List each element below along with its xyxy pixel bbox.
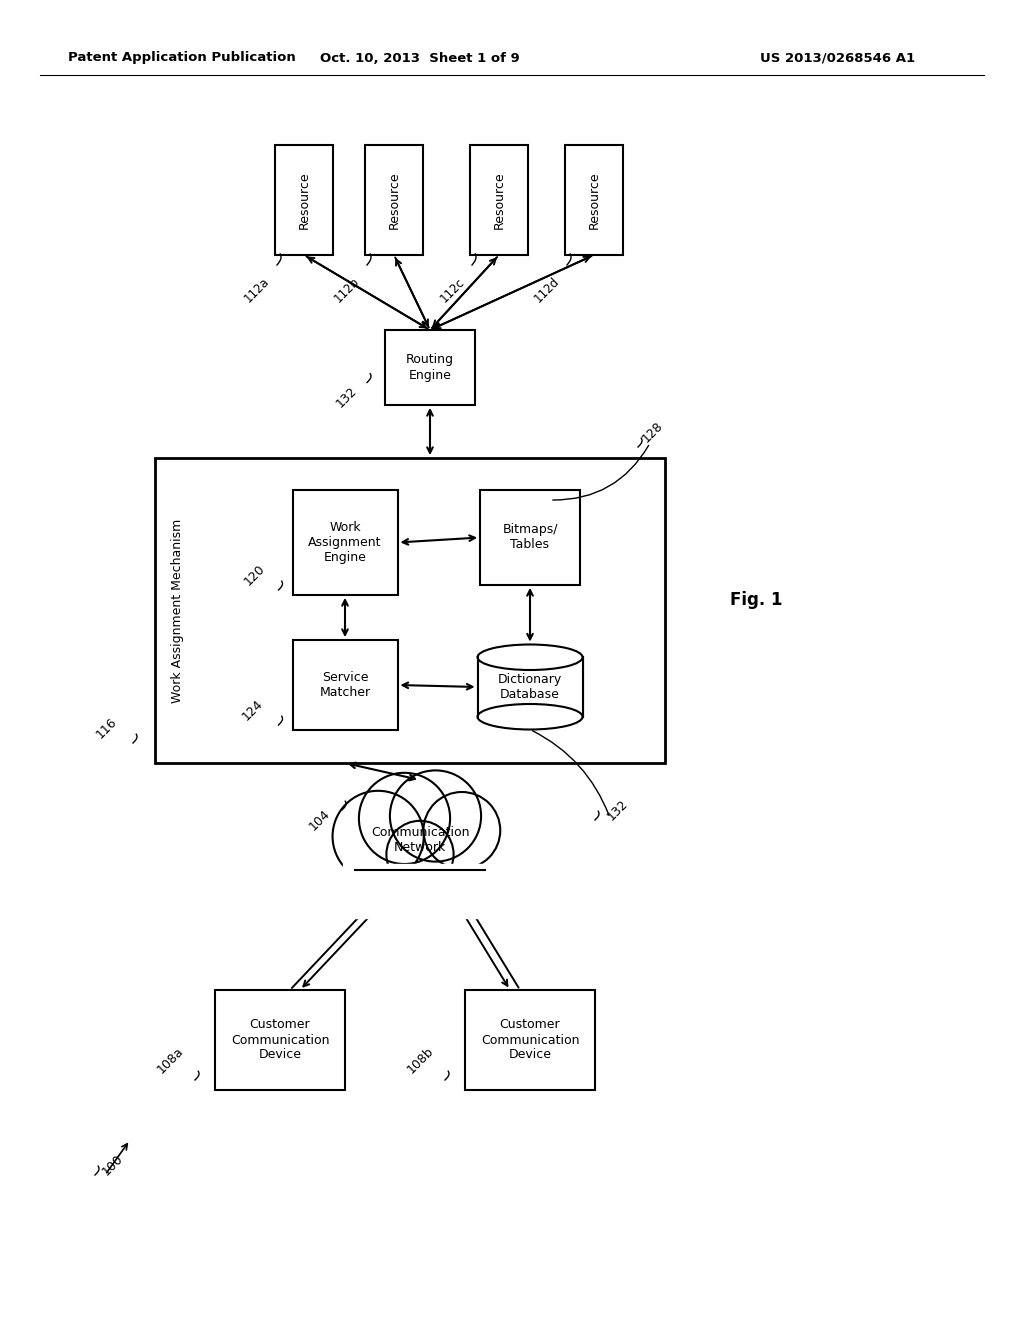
Circle shape [358, 772, 451, 865]
Bar [342, 865, 498, 917]
Text: 132: 132 [605, 797, 631, 822]
Bar [470, 145, 528, 255]
Text: Dictionary
Database: Dictionary Database [498, 673, 562, 701]
Text: 100: 100 [100, 1152, 126, 1177]
Circle shape [386, 821, 454, 888]
Bar [465, 990, 595, 1090]
Bar [293, 640, 397, 730]
Text: 120: 120 [242, 562, 267, 587]
Text: Resource: Resource [387, 172, 400, 228]
Text: Fig. 1: Fig. 1 [730, 591, 782, 609]
Text: 116: 116 [94, 715, 120, 741]
Text: 112b: 112b [332, 275, 362, 305]
Text: Oct. 10, 2013  Sheet 1 of 9: Oct. 10, 2013 Sheet 1 of 9 [321, 51, 520, 65]
Text: 108b: 108b [404, 1044, 436, 1076]
Circle shape [390, 771, 481, 862]
Text: Patent Application Publication: Patent Application Publication [68, 51, 296, 65]
Bar [293, 490, 397, 595]
Text: 108a: 108a [155, 1044, 185, 1076]
Text: 112a: 112a [242, 275, 272, 305]
Ellipse shape [477, 704, 583, 730]
Text: 132: 132 [334, 384, 360, 411]
Text: Work
Assignment
Engine: Work Assignment Engine [308, 521, 382, 564]
Text: Customer
Communication
Device: Customer Communication Device [480, 1019, 580, 1061]
Text: 112d: 112d [531, 275, 562, 305]
Bar [275, 145, 333, 255]
Text: Service
Matcher: Service Matcher [319, 671, 371, 700]
Text: 104: 104 [307, 807, 333, 833]
Bar [215, 990, 345, 1090]
Text: Resource: Resource [493, 172, 506, 228]
Bar [565, 145, 623, 255]
Circle shape [333, 791, 424, 882]
Text: 124: 124 [240, 697, 265, 723]
Text: Resource: Resource [588, 172, 600, 228]
Text: Bitmaps/
Tables: Bitmaps/ Tables [502, 524, 558, 552]
Text: 112c: 112c [437, 275, 467, 305]
Bar [477, 657, 583, 717]
Text: Resource: Resource [298, 172, 310, 228]
Text: Communication
Network: Communication Network [371, 826, 469, 854]
Bar [365, 145, 423, 255]
Bar [477, 657, 583, 717]
Text: US 2013/0268546 A1: US 2013/0268546 A1 [760, 51, 915, 65]
Text: 128: 128 [640, 418, 666, 445]
Bar [480, 490, 580, 585]
Bar [155, 458, 665, 763]
Circle shape [424, 792, 501, 869]
Text: Customer
Communication
Device: Customer Communication Device [230, 1019, 330, 1061]
Text: Work Assignment Mechanism: Work Assignment Mechanism [171, 519, 183, 702]
Bar [385, 330, 475, 405]
Ellipse shape [477, 644, 583, 671]
Text: Routing
Engine: Routing Engine [406, 354, 454, 381]
